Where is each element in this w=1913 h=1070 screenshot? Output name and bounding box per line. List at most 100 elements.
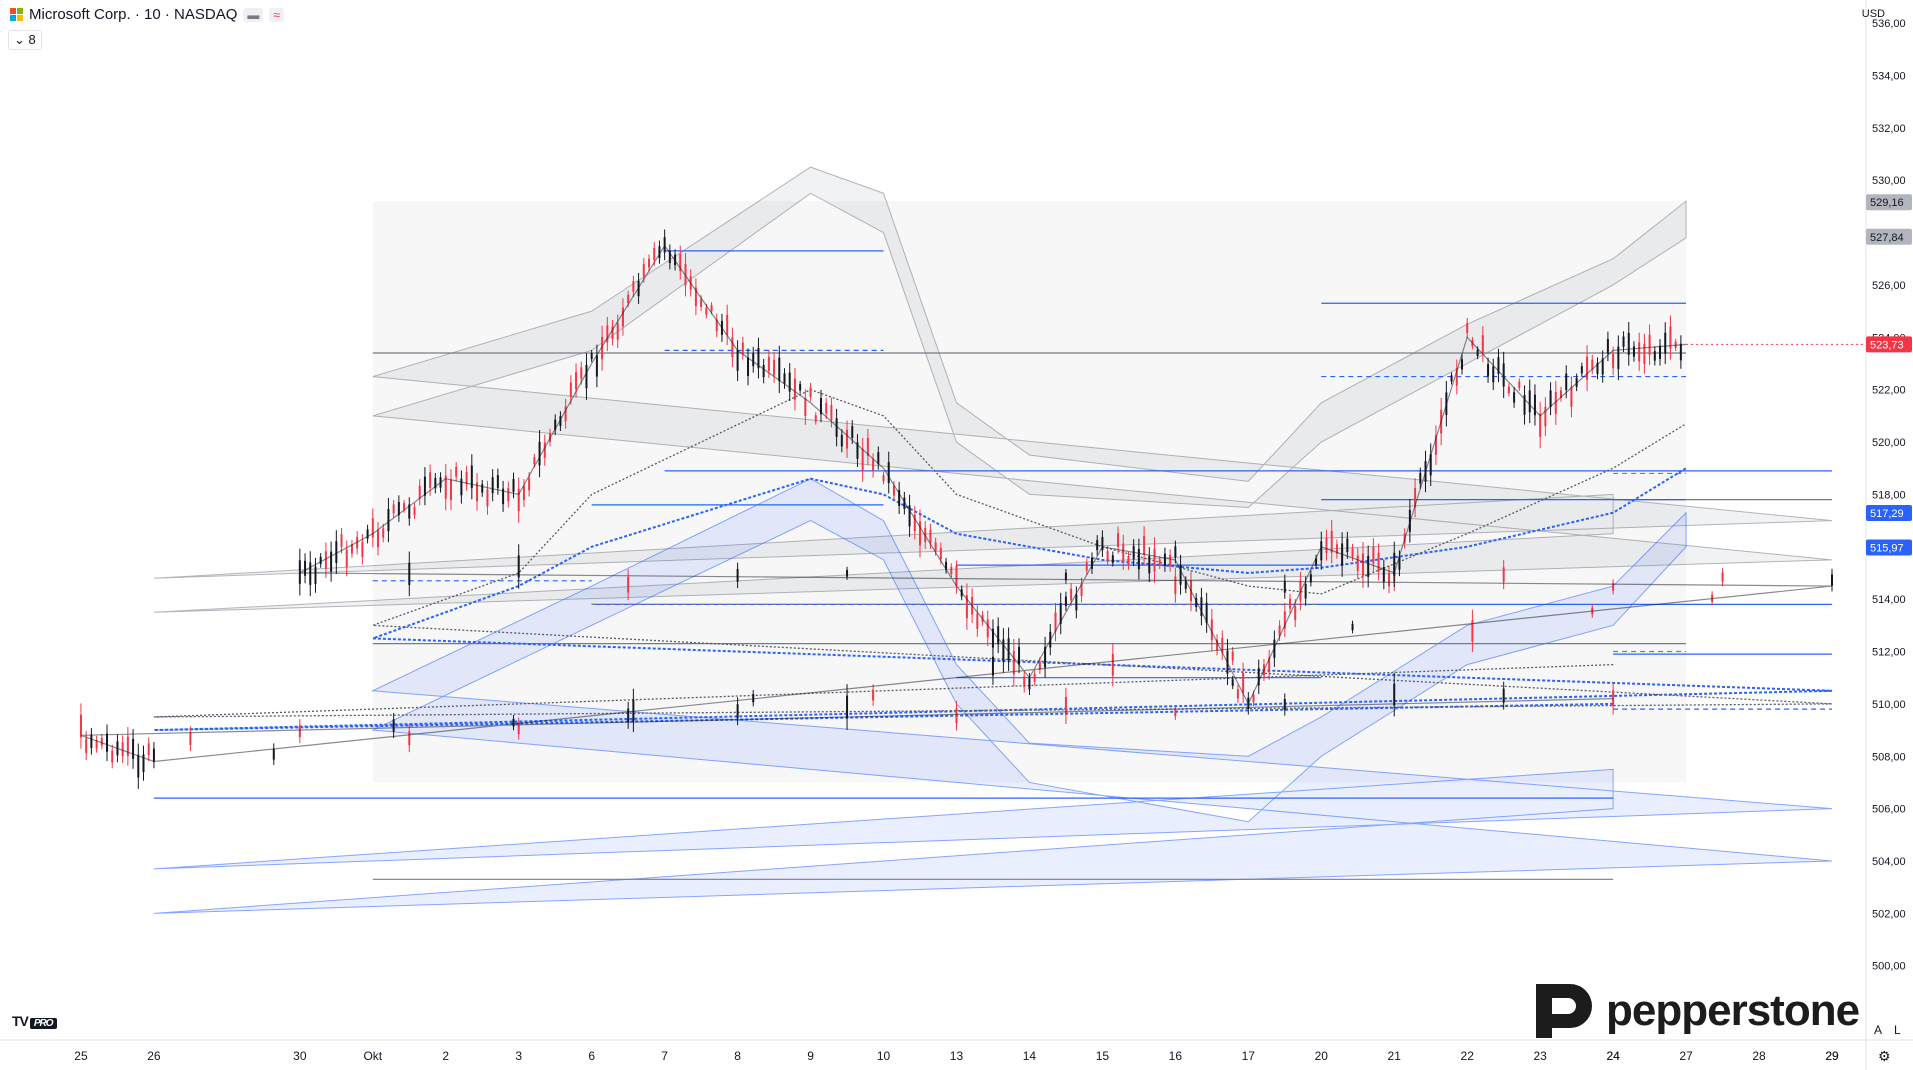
wave-icon[interactable]: ≈ (269, 7, 284, 22)
candle-body (1101, 536, 1104, 551)
candle-body (1346, 538, 1349, 553)
candle-body (512, 718, 515, 727)
candle-body (1028, 678, 1031, 690)
candle-body (1377, 552, 1380, 572)
candle-body (1054, 612, 1057, 632)
candle-body (137, 754, 140, 778)
candle-body (653, 248, 656, 260)
symbol-header[interactable]: Microsoft Corp. · 10 · NASDAQ ▬ ≈ (10, 6, 284, 23)
candle-body (533, 457, 536, 465)
candle-body (147, 743, 150, 756)
candle-body (934, 542, 937, 552)
currency-label[interactable]: USD (1861, 8, 1885, 20)
candle-body (1200, 597, 1203, 617)
candle-body (1466, 322, 1469, 333)
candle-body (632, 281, 635, 292)
x-tick-label: 29 (1825, 1049, 1839, 1063)
candle-body (1476, 349, 1479, 357)
candle-body (648, 258, 651, 268)
y-tick-label: 500,00 (1872, 961, 1906, 973)
y-tick-label: 508,00 (1872, 751, 1906, 763)
candle-body (1533, 394, 1536, 416)
candle-body (132, 739, 135, 759)
candle-body (1080, 583, 1083, 597)
candle-body (1002, 639, 1005, 662)
candle-body (1335, 544, 1338, 554)
candle-body (616, 322, 619, 340)
candle-body (1539, 413, 1542, 437)
candle-body (189, 732, 192, 745)
candle-body (908, 505, 911, 527)
candle-body (465, 472, 468, 485)
candle-body (298, 725, 301, 738)
candle-body (783, 373, 786, 384)
candle-body (423, 476, 426, 496)
candle-body (898, 489, 901, 506)
candle-body (575, 372, 578, 390)
candle-body (1064, 572, 1067, 581)
candle-body (1012, 650, 1015, 675)
x-tick-label: 24 (1606, 1049, 1620, 1063)
candle-body (1502, 567, 1505, 582)
candle-body (1325, 537, 1328, 554)
x-tick-label: 17 (1242, 1049, 1256, 1063)
y-tick-label: 530,00 (1872, 175, 1906, 187)
candle-body (491, 477, 494, 494)
candle-body (1606, 339, 1609, 354)
candle-body (846, 570, 849, 577)
candle-body (580, 367, 583, 379)
candle-body (1169, 554, 1172, 567)
candle-body (997, 626, 1000, 645)
log-scale-button[interactable]: L (1894, 1023, 1901, 1037)
y-tick-label: 518,00 (1872, 489, 1906, 501)
price-label-text: 515,97 (1870, 543, 1904, 555)
candle-body (986, 619, 989, 638)
candle-body (757, 347, 760, 369)
candle-body (1231, 651, 1234, 661)
y-tick-label: 532,00 (1872, 123, 1906, 135)
candle-body (1492, 366, 1495, 383)
candle-body (1664, 332, 1667, 354)
pro-badge: PRO (29, 1018, 57, 1029)
candle-body (1289, 598, 1292, 609)
candle-body (1460, 359, 1463, 370)
candle-body (590, 353, 593, 360)
candle-body (736, 704, 739, 719)
candle-body (1252, 694, 1255, 703)
candle-body (736, 350, 739, 371)
y-tick-label: 522,00 (1872, 385, 1906, 397)
candle-body (345, 549, 348, 568)
candle-body (95, 740, 98, 749)
tradingview-logo[interactable]: TV PRO (10, 1013, 57, 1029)
candle-body (1143, 535, 1146, 555)
candle-body (85, 738, 88, 753)
candle-body (861, 448, 864, 471)
candle-body (382, 528, 385, 538)
y-tick-label: 534,00 (1872, 70, 1906, 82)
candle-body (903, 497, 906, 509)
candle-body (304, 560, 307, 576)
candle-body (773, 359, 776, 376)
price-label-text: 527,84 (1870, 232, 1904, 244)
candle-body (1205, 602, 1208, 623)
candle-body (1382, 566, 1385, 582)
candle-body (1268, 657, 1271, 673)
candle-body (1283, 698, 1286, 711)
indicator-toggle[interactable]: ⌄ 8 (8, 30, 42, 50)
pause-icon[interactable]: ▬ (243, 7, 264, 22)
auto-scale-button[interactable]: A (1874, 1023, 1883, 1037)
candle-body (1643, 343, 1646, 364)
candle-body (121, 742, 124, 757)
candle-body (809, 387, 812, 397)
candle-body (1038, 661, 1041, 670)
candle-body (1070, 588, 1073, 601)
candle-body (1283, 580, 1286, 593)
candle-body (1487, 363, 1490, 377)
candle-body (788, 372, 791, 392)
candle-body (309, 562, 312, 585)
candle-body (408, 731, 411, 746)
candle-body (502, 488, 505, 505)
candle-body (741, 342, 744, 354)
settings-gear-icon[interactable]: ⚙ (1878, 1048, 1891, 1064)
